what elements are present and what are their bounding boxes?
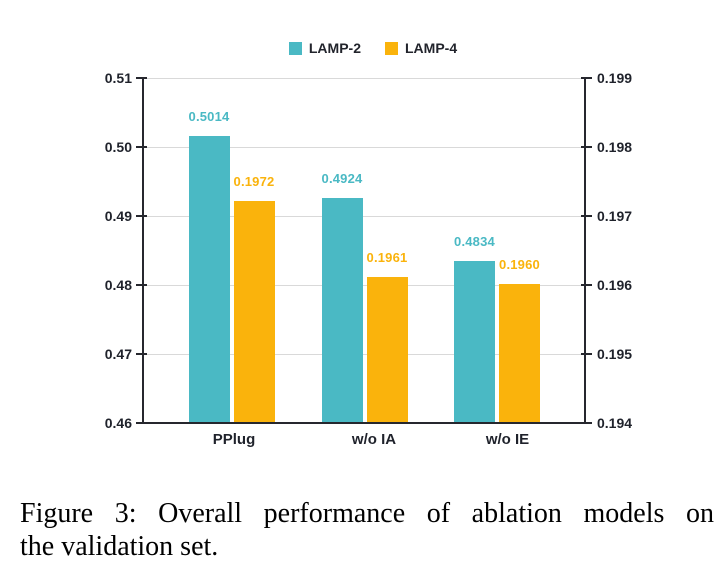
caption-line-1: Figure 3: Overall performance of ablatio… [20, 498, 714, 529]
bar-value-label: 0.1961 [366, 250, 408, 265]
left-axis-tick [136, 353, 147, 355]
gridline [143, 285, 585, 286]
right-axis-tick-label: 0.196 [597, 277, 633, 293]
category-label-pplug: PPlug [212, 431, 256, 448]
chart-legend: LAMP-2 LAMP-4 [12, 40, 722, 56]
caption-line-2: the validation set. [20, 531, 219, 562]
legend-swatch-icon [288, 41, 302, 55]
right-axis-tick [581, 422, 592, 424]
left-axis-tick [136, 215, 147, 217]
bar-lamp-2-w-o-ie [454, 261, 495, 422]
right-axis-tick-label: 0.198 [597, 139, 633, 155]
legend-label: LAMP-2 [308, 40, 361, 56]
right-axis-tick-label: 0.194 [597, 415, 633, 431]
left-axis-tick [136, 146, 147, 148]
bar-value-label: 0.4924 [321, 171, 363, 186]
right-axis-tick [581, 77, 592, 79]
bar-lamp-4-w-o-ie [499, 284, 540, 422]
category-label-w-o-ia: w/o IA [351, 431, 397, 448]
left-axis-tick-label: 0.49 [104, 208, 132, 224]
ablation-bar-chart: LAMP-2 LAMP-4 0.5014 0.4924 0.4834 0.1972 0.1… [12, 40, 722, 448]
right-axis-tick [581, 353, 592, 355]
gridline [143, 78, 585, 79]
bar-lamp-4-pplug [233, 201, 275, 422]
gridline [143, 354, 585, 355]
bar-value-label: 0.1972 [233, 174, 275, 189]
bottom-axis-line [137, 422, 591, 424]
legend-item-lamp-2: LAMP-2 [288, 40, 361, 56]
legend-swatch-icon [385, 41, 398, 55]
left-axis-tick-label: 0.48 [104, 277, 132, 293]
right-axis-line [584, 78, 586, 423]
left-axis-tick [136, 284, 147, 286]
right-axis-tick-label: 0.195 [597, 346, 633, 362]
right-axis-tick-label: 0.197 [597, 208, 633, 224]
left-axis-tick-label: 0.47 [104, 346, 132, 362]
bar-lamp-4-w-o-ia [366, 277, 408, 422]
left-axis-tick-label: 0.46 [104, 415, 132, 431]
right-axis-tick [581, 146, 592, 148]
left-axis-tick-label: 0.51 [104, 70, 132, 86]
bar-lamp-2-w-o-ia [321, 198, 363, 422]
legend-item-lamp-4: LAMP-4 [385, 40, 457, 56]
right-axis-tick-label: 0.199 [597, 70, 633, 86]
right-axis-tick [581, 284, 592, 286]
left-axis-tick [136, 77, 147, 79]
right-axis-tick [581, 215, 592, 217]
left-axis-tick [136, 422, 147, 424]
gridline [143, 216, 585, 217]
legend-label: LAMP-4 [405, 40, 458, 56]
bar-value-label: 0.4834 [454, 234, 495, 249]
plot-area: 0.5014 0.4924 0.4834 0.1972 0.1961 0.1960 [136, 77, 592, 424]
bar-value-label: 0.5014 [188, 109, 230, 124]
gridline [143, 147, 585, 148]
figure-caption: Figure 3: Overall performance of ablatio… [20, 497, 714, 563]
left-axis-line [142, 78, 144, 423]
bar-value-label: 0.1960 [499, 257, 540, 272]
left-axis-tick-label: 0.50 [104, 139, 132, 155]
bar-lamp-2-pplug [188, 136, 230, 422]
category-label-w-o-ie: w/o IE [485, 431, 530, 448]
